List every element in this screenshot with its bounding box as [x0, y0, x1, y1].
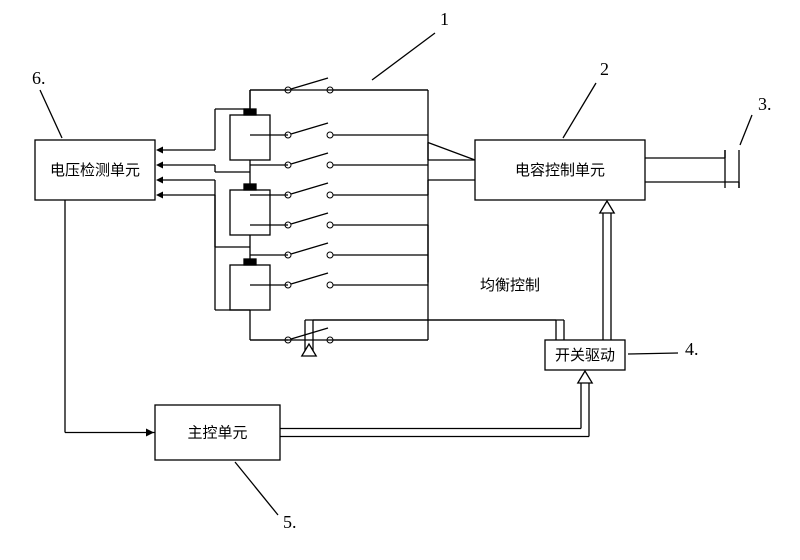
label-l1: 1	[440, 9, 449, 29]
label-l2: 2	[600, 59, 609, 79]
circuit-diagram: 电压检测单元 电容控制单元开关驱动主控单元 1 2 3. 4. 5. 6. 均衡控制	[0, 0, 800, 560]
label-l3: 3.	[758, 94, 772, 114]
svg-text:主控单元: 主控单元	[187, 425, 247, 442]
label-l6: 6.	[32, 68, 46, 88]
label-balance_control: 均衡控制	[480, 277, 540, 294]
label-l4: 4.	[685, 339, 699, 359]
svg-text:电压检测单元: 电压检测单元	[50, 162, 140, 179]
svg-text:开关驱动: 开关驱动	[555, 347, 615, 364]
label-l5: 5.	[283, 512, 297, 532]
svg-text:电容控制单元: 电容控制单元	[515, 162, 605, 179]
